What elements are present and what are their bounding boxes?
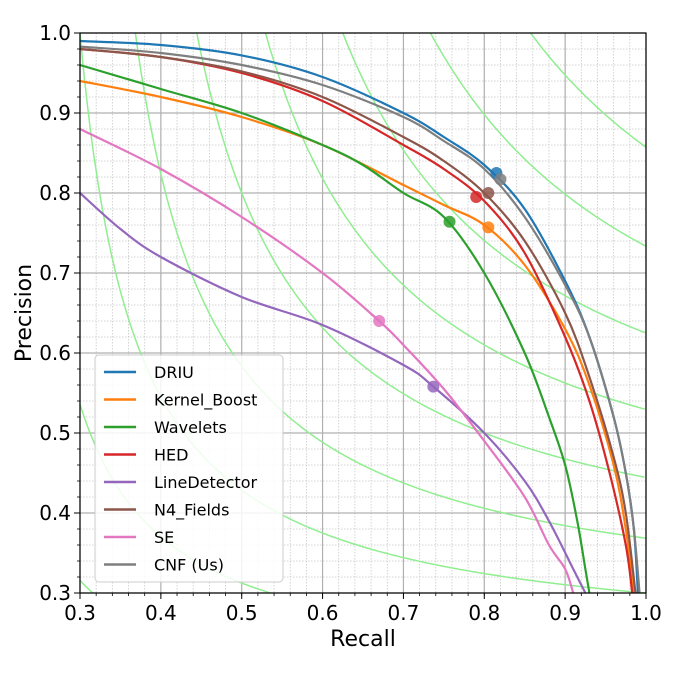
- x-tick-label: 0.8: [468, 601, 500, 625]
- best-f-marker-n4-fields: [482, 187, 495, 199]
- x-tick-label: 0.5: [226, 601, 258, 625]
- iso-f-curve: [264, 33, 646, 410]
- legend-label: Kernel_Boost: [154, 391, 257, 411]
- x-tick-label: 0.9: [549, 601, 581, 625]
- best-f-marker-se: [373, 315, 386, 327]
- legend-label: HED: [154, 446, 188, 465]
- best-f-marker-cnf-us-: [494, 173, 507, 186]
- series-line-se: [80, 128, 575, 593]
- series-lines: [80, 39, 641, 593]
- legend-label: LineDetector: [154, 473, 257, 492]
- iso-f-curve: [134, 33, 646, 539]
- series-line-hed: [80, 47, 634, 593]
- y-tick-label: 0.9: [39, 101, 71, 125]
- legend-label: N4_Fields: [154, 501, 229, 521]
- best-f-marker-wavelets: [443, 215, 456, 228]
- legend-label: Wavelets: [154, 418, 227, 437]
- y-tick-label: 0.3: [39, 581, 71, 605]
- x-axis-label: Recall: [330, 627, 396, 652]
- legend-label: DRIU: [154, 363, 194, 382]
- x-tick-label: 1.0: [630, 601, 662, 625]
- y-tick-label: 0.5: [39, 421, 71, 445]
- iso-f-curve: [529, 33, 646, 148]
- legend: DRIU Kernel_Boost Wavelets HED LineDetector N…: [94, 354, 284, 583]
- y-axis-label: Precision: [12, 264, 37, 362]
- legend-box: [94, 354, 284, 583]
- legend-label: CNF (Us): [154, 556, 224, 575]
- y-tick-label: 0.7: [39, 261, 71, 285]
- x-tick-label: 0.3: [64, 601, 96, 625]
- legend-label: SE: [154, 528, 174, 547]
- axis-ticks: 0.3 0.4 0.5 0.6 0.7 0.8 0.9 1.0 0.3 0.4 0.5 0.6 0.7 0…: [39, 21, 662, 625]
- best-f-marker-kernel-boost: [482, 221, 495, 234]
- series-line-wavelets: [80, 63, 591, 593]
- y-tick-label: 0.4: [39, 501, 71, 525]
- best-f-marker-hed: [470, 191, 483, 203]
- plot-frame: [79, 32, 647, 594]
- iso-f-curve: [429, 33, 646, 247]
- iso-f-curve: [80, 579, 94, 593]
- series-line-kernel-boost: [80, 79, 635, 593]
- best-f-marker-linedetector: [427, 380, 440, 393]
- y-tick-label: 0.8: [39, 181, 71, 205]
- x-tick-label: 0.6: [307, 601, 339, 625]
- y-tick-label: 0.6: [39, 341, 71, 365]
- series-line-cnf-us-: [80, 45, 641, 593]
- x-tick-label: 0.4: [145, 601, 177, 625]
- series-line-linedetector: [80, 192, 587, 593]
- y-tick-label: 1.0: [39, 21, 71, 45]
- x-tick-label: 0.7: [388, 601, 420, 625]
